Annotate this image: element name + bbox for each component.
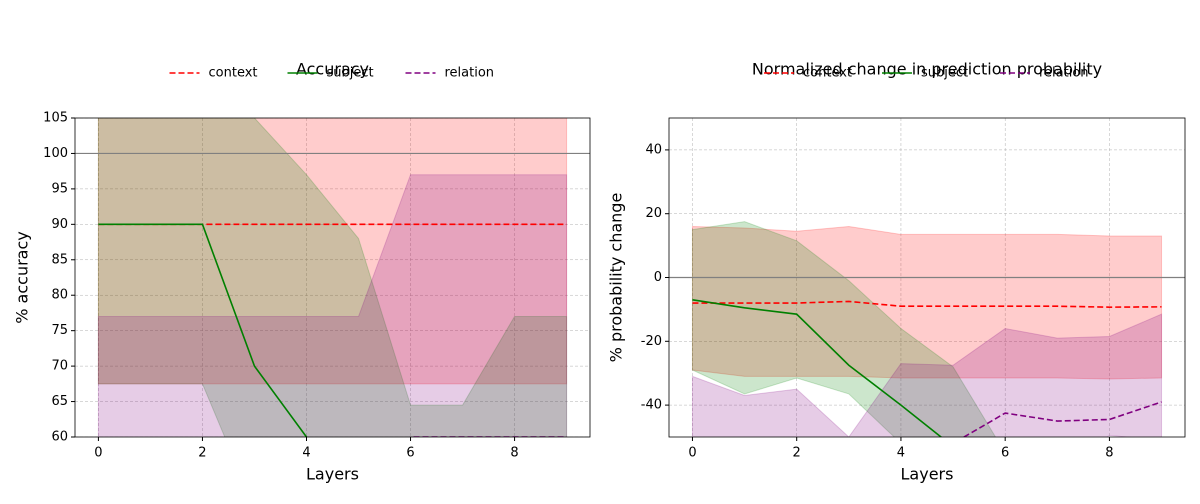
legend-label: context <box>803 66 852 81</box>
y-tick-label: 90 <box>51 217 68 232</box>
x-tick-label: 4 <box>897 446 905 461</box>
y-axis-label: % accuracy <box>13 231 32 323</box>
legend-label: relation <box>445 66 495 81</box>
x-tick-label: 4 <box>302 446 310 461</box>
y-tick-label: 60 <box>51 430 68 445</box>
x-tick-label: 8 <box>510 446 518 461</box>
x-tick-label: 0 <box>688 446 696 461</box>
y-tick-label: 100 <box>43 146 68 161</box>
axes-frame <box>74 117 591 438</box>
y-tick-label: 105 <box>43 111 68 126</box>
x-tick-label: 6 <box>406 446 414 461</box>
y-tick-label: 75 <box>51 323 68 338</box>
band <box>691 225 1163 380</box>
y-tick-label: 80 <box>51 288 68 303</box>
y-tick-label: 0 <box>654 270 662 285</box>
series-line <box>98 223 308 437</box>
y-axis-label: % probability change <box>607 193 626 363</box>
x-tick-label: 2 <box>793 446 801 461</box>
y-tick-label: 65 <box>51 394 68 409</box>
band <box>691 313 1163 437</box>
band <box>97 118 568 385</box>
plot-area <box>669 118 1185 437</box>
y-tick-label: 20 <box>645 206 662 221</box>
x-tick-label: 8 <box>1105 446 1113 461</box>
band <box>97 174 568 437</box>
y-tick-label: -40 <box>641 398 662 413</box>
y-tick-label: 85 <box>51 252 68 267</box>
series-line <box>962 401 1162 437</box>
y-tick-label: 95 <box>51 181 68 196</box>
x-axis-label: Layers <box>901 465 954 484</box>
y-tick-label: 70 <box>51 359 68 374</box>
plot-area <box>75 118 590 437</box>
x-tick-label: 2 <box>198 446 206 461</box>
legend-label: subject <box>327 66 374 81</box>
band <box>691 221 997 437</box>
legend-label: relation <box>1039 66 1089 81</box>
y-tick-label: 40 <box>645 142 662 157</box>
series-line <box>692 300 1162 308</box>
axes-frame <box>668 117 1186 438</box>
x-tick-label: 6 <box>1001 446 1009 461</box>
legend-label: context <box>209 66 258 81</box>
y-tick-label: -20 <box>641 334 662 349</box>
x-tick-label: 0 <box>94 446 102 461</box>
legend-label: subject <box>921 66 968 81</box>
band <box>97 118 568 437</box>
series-line <box>692 299 943 437</box>
x-axis-label: Layers <box>306 465 359 484</box>
